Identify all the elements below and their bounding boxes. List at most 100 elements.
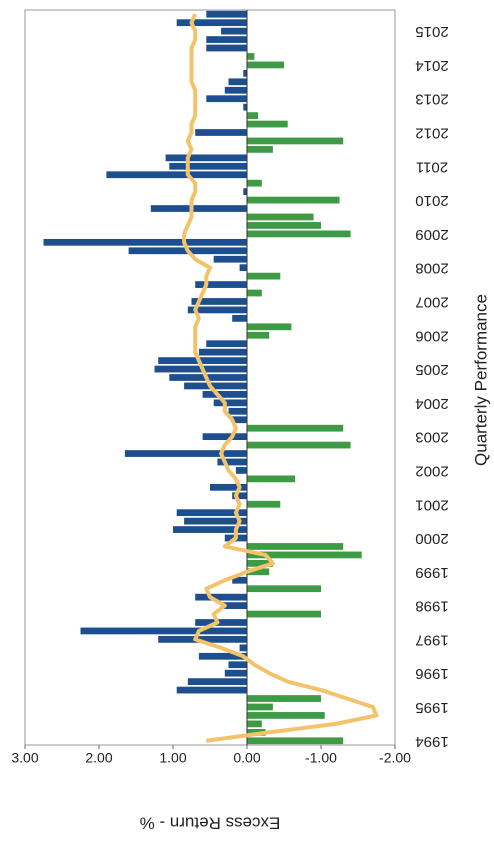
- bar: [195, 281, 247, 288]
- bar: [247, 222, 321, 229]
- value-tick-label: -2.00: [379, 750, 411, 766]
- bar: [195, 129, 247, 136]
- bar: [176, 509, 247, 517]
- bar: [247, 441, 351, 449]
- bar: [80, 627, 247, 635]
- bar: [184, 517, 247, 525]
- bar: [206, 340, 247, 348]
- bar: [176, 686, 247, 694]
- bar: [247, 703, 273, 711]
- bar: [184, 382, 247, 390]
- bar: [165, 154, 247, 162]
- bar: [247, 289, 262, 297]
- bar: [217, 458, 247, 466]
- bar: [243, 188, 247, 196]
- bar: [239, 264, 247, 272]
- bar: [247, 720, 262, 728]
- bar: [247, 137, 344, 145]
- bar: [247, 112, 259, 119]
- bar: [213, 255, 247, 263]
- bar: [124, 450, 247, 457]
- bar: [247, 559, 273, 567]
- bar: [247, 120, 288, 128]
- bar: [202, 433, 247, 441]
- bar: [228, 661, 247, 669]
- bar: [247, 61, 284, 69]
- bar: [232, 314, 247, 322]
- bar: [206, 44, 247, 52]
- bar: [158, 357, 247, 364]
- bar: [187, 306, 247, 314]
- bar: [247, 585, 321, 593]
- bar: [43, 238, 247, 246]
- bar: [232, 416, 247, 424]
- bar: [232, 492, 247, 500]
- bar: [247, 695, 321, 702]
- bar: [150, 205, 247, 212]
- bar: [247, 500, 281, 508]
- bar: [195, 619, 247, 626]
- bar: [247, 323, 292, 331]
- bar: [191, 298, 247, 305]
- plot-frame: [24, 9, 396, 746]
- category-label: 1994: [415, 733, 448, 750]
- bar: [221, 27, 247, 35]
- category-label: 1997: [415, 631, 448, 648]
- bar: [247, 146, 273, 153]
- value-tick-label: -1.00: [305, 750, 337, 766]
- value-tick-label: 0.00: [233, 750, 260, 766]
- bar: [232, 576, 247, 584]
- bar: [247, 424, 344, 432]
- category-label: 2009: [415, 226, 448, 243]
- category-label: 2001: [415, 496, 448, 513]
- category-label: 1995: [415, 699, 448, 716]
- line: [182, 13, 379, 743]
- bar: [221, 602, 247, 609]
- bar: [228, 407, 247, 415]
- bar: [247, 272, 281, 280]
- bar: [239, 644, 247, 652]
- bar: [213, 399, 247, 407]
- value-tick-label: 3.00: [11, 750, 38, 766]
- bar: [158, 636, 247, 643]
- bar: [206, 36, 247, 43]
- category-label: 2013: [415, 91, 448, 108]
- bar: [243, 103, 247, 111]
- bar: [206, 95, 247, 103]
- category-label: 2000: [415, 530, 448, 547]
- bar: [247, 712, 325, 719]
- bar: [173, 526, 247, 533]
- bar: [206, 10, 247, 18]
- category-label: 2012: [415, 125, 448, 142]
- category-label: 1996: [415, 665, 448, 682]
- value-tick-label: 2.00: [85, 750, 112, 766]
- bar: [247, 568, 270, 576]
- category-label: 2002: [415, 462, 448, 479]
- bar: [247, 53, 255, 60]
- bar: [169, 162, 247, 170]
- category-label: 2014: [415, 57, 448, 74]
- bar: [224, 669, 247, 677]
- bar: [247, 475, 296, 483]
- category-label: 2004: [415, 395, 448, 412]
- bar: [106, 171, 248, 179]
- bar: [247, 179, 262, 187]
- bar: [235, 467, 247, 474]
- axis-title: Excess Return - %: [140, 814, 281, 833]
- category-label: 2011: [416, 158, 448, 175]
- bar: [176, 19, 247, 27]
- bar: [247, 213, 314, 221]
- bar: [224, 86, 247, 94]
- category-label: 1998: [415, 598, 448, 615]
- bar: [198, 348, 247, 356]
- bar: [243, 69, 247, 77]
- bar: [247, 551, 362, 559]
- category-label: 2005: [415, 361, 448, 378]
- value-tick-label: 1.00: [159, 750, 186, 766]
- bar: [247, 196, 340, 204]
- bar: [247, 610, 321, 618]
- bar: [187, 678, 247, 686]
- bar: [210, 483, 247, 491]
- bar: [247, 543, 344, 550]
